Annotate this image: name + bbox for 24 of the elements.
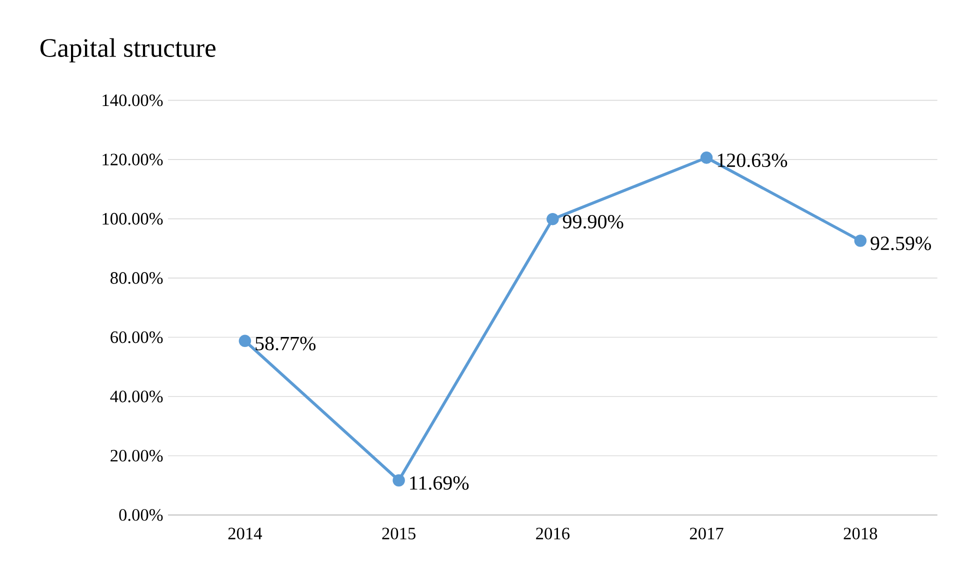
y-tick-label: 20.00% bbox=[110, 450, 163, 462]
y-tick-label: 40.00% bbox=[110, 390, 163, 402]
x-tick-label: 2015 bbox=[382, 528, 416, 540]
data-label: 58.77% bbox=[256, 336, 316, 350]
y-tick-label: 80.00% bbox=[110, 272, 163, 284]
point bbox=[238, 334, 252, 348]
x-tick-label: 2014 bbox=[228, 528, 262, 540]
data-label: 11.69% bbox=[410, 476, 469, 490]
x-tick-label: 2018 bbox=[844, 528, 878, 540]
point bbox=[700, 152, 713, 164]
y-tick-label: 100.00% bbox=[102, 212, 163, 225]
point bbox=[546, 212, 559, 226]
data-label: 120.63% bbox=[718, 154, 788, 168]
point bbox=[392, 474, 405, 486]
y-tick-label: 60.00% bbox=[110, 331, 163, 344]
y-tick-label: 140.00% bbox=[102, 94, 163, 106]
point bbox=[854, 234, 867, 247]
y-tick-label: 0.00% bbox=[119, 509, 163, 521]
chart-title: Capital structure bbox=[40, 38, 216, 62]
data-label: 92.59% bbox=[870, 236, 931, 250]
x-tick-label: 2016 bbox=[536, 528, 570, 540]
x-tick-label: 2017 bbox=[690, 528, 724, 540]
y-tick-label: 120.00% bbox=[102, 154, 163, 166]
data-label: 99.90% bbox=[562, 214, 624, 229]
